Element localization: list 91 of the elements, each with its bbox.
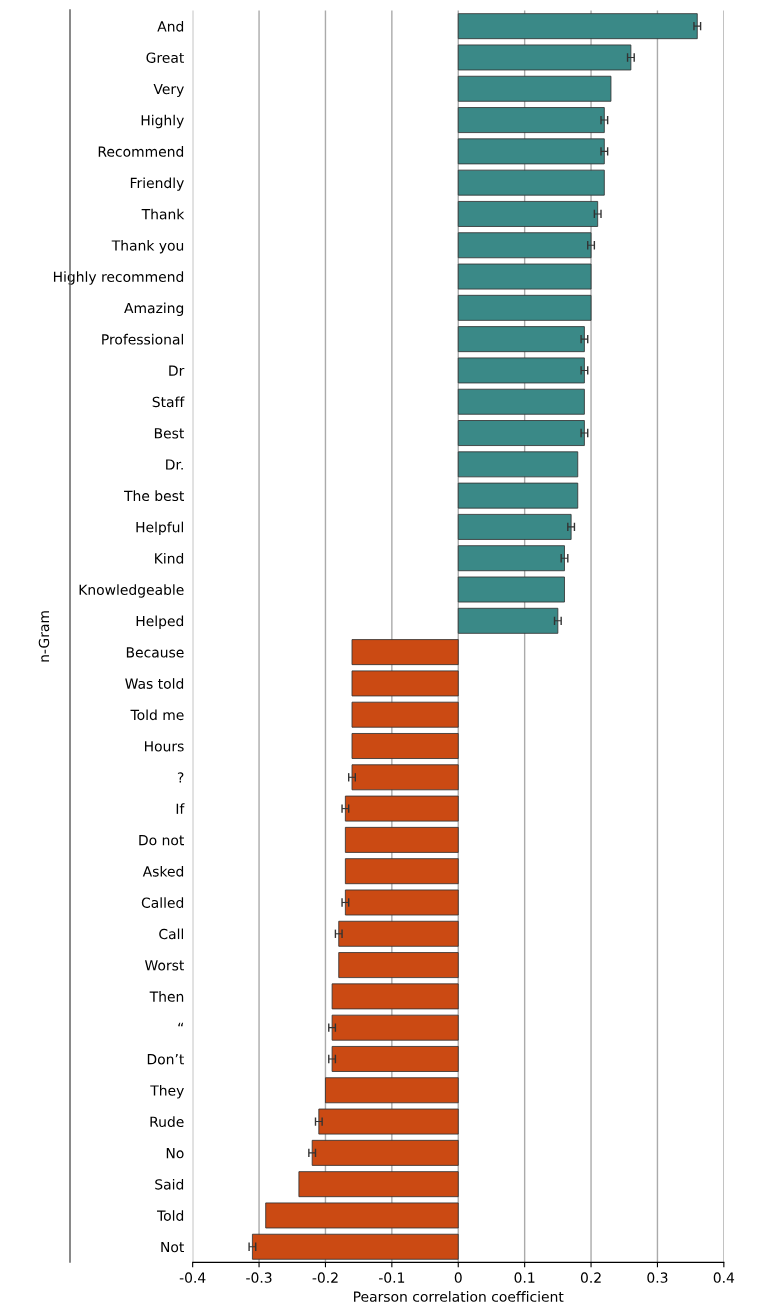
bar [265, 1202, 459, 1229]
bar [457, 482, 579, 509]
bar [457, 232, 592, 259]
bar [457, 326, 585, 353]
y-tick-label: Professional [102, 333, 184, 345]
y-tick-label: Friendly [130, 177, 184, 191]
y-tick-label: Hours [145, 741, 184, 752]
y-tick-label: If [176, 803, 185, 814]
bar [338, 920, 459, 947]
y-tick-label: Then [149, 991, 184, 1002]
y-tick-label: Staff [152, 396, 185, 408]
bar [457, 294, 592, 321]
y-tick-label: Worst [144, 960, 184, 971]
y-tick-label: Dr. [166, 459, 183, 470]
bar [252, 1233, 459, 1260]
y-tick-label: Not [161, 1241, 184, 1253]
y-tick-label: Told [156, 1210, 184, 1221]
y-tick-label: Told me [130, 709, 184, 721]
y-tick-label: Knowledgeable [79, 584, 184, 598]
x-tick-label: -0.4 [179, 1272, 206, 1283]
bar [351, 733, 459, 759]
y-tick-label: Asked [142, 865, 184, 877]
y-tick-label: Helpful [136, 521, 184, 536]
bar [457, 107, 605, 133]
bar [344, 858, 459, 885]
bar [331, 983, 459, 1010]
bar [457, 357, 585, 384]
bar [457, 545, 565, 572]
x-tick-label: -0.3 [246, 1272, 272, 1283]
y-tick-label: The best [124, 490, 184, 502]
x-tick-label: 0 [454, 1272, 462, 1283]
x-tick-label: -0.2 [312, 1272, 338, 1283]
y-tick-label: Said [155, 1178, 184, 1190]
y-tick-label: And [157, 20, 184, 32]
bar [457, 44, 632, 71]
y-tick-label: Highly [141, 114, 184, 129]
y-tick-label: Call [159, 928, 184, 940]
y-tick-label: Highly recommend [53, 271, 184, 285]
bar [311, 1139, 459, 1166]
bar [351, 639, 459, 666]
y-tick-label: Was told [125, 678, 184, 689]
x-tick-label: 0.4 [713, 1272, 735, 1283]
bar [338, 952, 459, 979]
bar [457, 451, 579, 478]
y-tick-label: Thank [141, 208, 185, 220]
bar [344, 795, 459, 822]
y-tick-label: “ [178, 1022, 184, 1027]
x-tick-label: 0.3 [647, 1272, 668, 1283]
bar [457, 420, 585, 446]
y-tick-label: Because [126, 647, 184, 658]
bar [351, 764, 459, 791]
x-tick-label: -0.1 [378, 1272, 405, 1283]
x-tick-label: 0.2 [580, 1272, 601, 1283]
bar [318, 1108, 459, 1135]
y-tick-label: No [166, 1148, 184, 1159]
bar [457, 75, 612, 102]
y-tick-label: Kind [155, 552, 184, 564]
y-tick-label: Best [154, 428, 184, 439]
bar [457, 138, 605, 165]
y-tick-label: ? [177, 772, 184, 783]
bar [331, 1014, 459, 1041]
y-tick-label: Don’t [147, 1054, 184, 1065]
y-tick-label: Do not [139, 835, 184, 846]
y-tick-label: They [150, 1084, 184, 1099]
bar [457, 388, 585, 415]
bar [344, 889, 459, 916]
bar [457, 13, 698, 40]
bar [298, 1171, 459, 1198]
bar [457, 263, 592, 290]
bar [331, 1046, 459, 1072]
bar [351, 670, 459, 697]
y-axis-title: n-Gram [38, 611, 50, 662]
y-tick-label: Dr [169, 365, 185, 376]
y-tick-label: Recommend [98, 146, 184, 157]
bar [457, 513, 572, 540]
bar [457, 576, 565, 603]
y-tick-label: Rude [150, 1116, 184, 1128]
y-tick-label: Thank you [111, 239, 184, 254]
bar [457, 169, 605, 196]
bar [457, 607, 559, 634]
x-axis-title: Pearson correlation coefficient [354, 1291, 564, 1302]
bar [351, 701, 459, 728]
x-tick-label: 0.1 [514, 1272, 535, 1283]
y-tick-label: Amazing [124, 302, 184, 317]
y-tick-label: Helped [136, 615, 184, 629]
bar [344, 826, 459, 853]
bar [325, 1077, 459, 1104]
y-tick-label: Very [153, 83, 184, 97]
bar [457, 201, 599, 227]
y-tick-label: Called [141, 897, 184, 908]
y-tick-label: Great [146, 52, 184, 63]
